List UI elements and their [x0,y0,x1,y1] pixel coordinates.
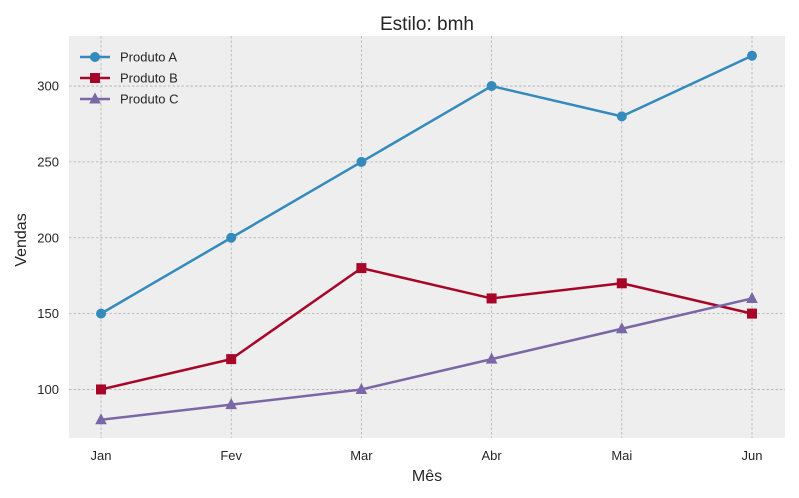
plot-area [69,36,785,438]
y-axis-label: Vendas [13,213,30,266]
series-2 [96,263,757,395]
y-tick-label: 150 [37,306,59,321]
series-1 [96,50,757,319]
data-point [486,81,497,92]
y-tick-label: 100 [37,382,59,397]
x-tick-label: Mar [350,448,373,463]
legend-marker [90,52,100,62]
legend-item: Produto C [80,92,179,107]
data-point [746,291,758,303]
data-point [747,308,757,319]
x-tick-label: Mai [611,448,632,463]
data-point [96,308,106,319]
data-point [225,398,238,410]
data-point [616,278,627,289]
data-point [95,413,107,425]
data-point [356,263,367,274]
series-3 [95,291,758,425]
legend-item: Produto B [80,71,178,86]
y-tick-label: 250 [37,154,59,169]
x-tick-label: Jun [742,448,763,463]
x-tick-label: Abr [481,448,502,463]
data-point [226,232,237,243]
grid-lines [69,36,785,438]
series-line [100,297,753,422]
legend-marker [89,92,101,104]
legend: Produto A Produto B Produto C [80,50,179,107]
data-point [615,322,628,334]
x-tick-label: Jan [91,448,112,463]
data-point [747,50,757,61]
data-point [356,156,367,167]
legend-item: Produto A [80,50,177,65]
x-axis-label: Mês [412,468,442,485]
y-tick-label: 200 [37,230,59,245]
legend-label: Produto A [120,50,177,65]
legend-marker [90,73,100,83]
y-tick-labels: 100 150 200 250 300 [37,79,59,397]
data-point [226,354,237,365]
y-tick-label: 300 [37,79,59,94]
data-point [616,111,627,122]
data-point [486,293,497,304]
series-layer [95,50,758,425]
x-tick-label: Fev [220,448,242,463]
chart-title: Estilo: bmh [380,14,474,35]
series-line [100,54,753,315]
data-point [355,382,368,394]
data-point [96,384,106,395]
legend-label: Produto C [120,92,179,107]
x-tick-labels: Jan Fev Mar Abr Mai Jun [91,448,763,463]
data-point [485,352,498,364]
legend-label: Produto B [120,71,178,86]
series-line [100,266,753,391]
